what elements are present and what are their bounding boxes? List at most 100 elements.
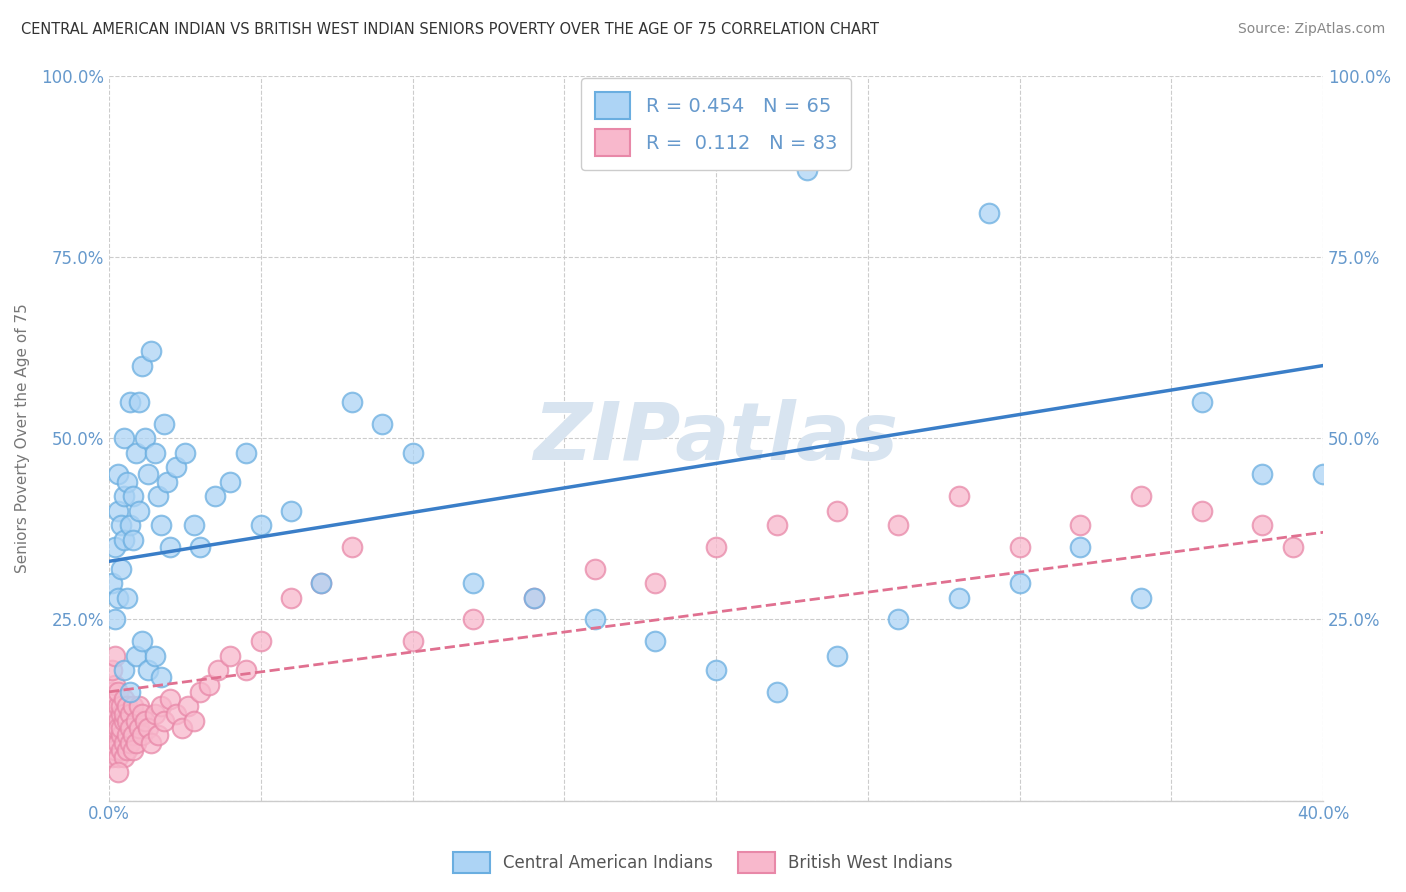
Point — [112, 736, 135, 750]
Point — [115, 743, 138, 757]
Point — [887, 612, 910, 626]
Point — [235, 663, 257, 677]
Point — [120, 736, 142, 750]
Point — [128, 503, 150, 517]
Text: Source: ZipAtlas.com: Source: ZipAtlas.com — [1237, 22, 1385, 37]
Point — [765, 518, 787, 533]
Point — [101, 721, 124, 735]
Point — [112, 431, 135, 445]
Point — [280, 591, 302, 605]
Point — [104, 677, 127, 691]
Point — [122, 489, 145, 503]
Point — [371, 417, 394, 431]
Point — [107, 685, 129, 699]
Point — [125, 445, 148, 459]
Point — [104, 540, 127, 554]
Point — [112, 663, 135, 677]
Point — [115, 591, 138, 605]
Point — [143, 445, 166, 459]
Point — [146, 728, 169, 742]
Point — [115, 714, 138, 728]
Text: ZIPatlas: ZIPatlas — [533, 399, 898, 477]
Point — [128, 721, 150, 735]
Point — [796, 162, 818, 177]
Point — [120, 706, 142, 721]
Point — [110, 721, 132, 735]
Point — [463, 612, 485, 626]
Point — [311, 576, 333, 591]
Point — [104, 721, 127, 735]
Point — [311, 576, 333, 591]
Point — [112, 692, 135, 706]
Point — [156, 475, 179, 489]
Point — [107, 721, 129, 735]
Point — [112, 533, 135, 547]
Point — [107, 699, 129, 714]
Point — [1008, 540, 1031, 554]
Point — [887, 518, 910, 533]
Point — [149, 699, 172, 714]
Point — [1251, 518, 1274, 533]
Point — [112, 706, 135, 721]
Point — [463, 576, 485, 591]
Point — [128, 394, 150, 409]
Point — [104, 728, 127, 742]
Legend: Central American Indians, British West Indians: Central American Indians, British West I… — [447, 846, 959, 880]
Point — [149, 670, 172, 684]
Point — [101, 750, 124, 764]
Point — [134, 714, 156, 728]
Point — [104, 612, 127, 626]
Point — [115, 728, 138, 742]
Point — [149, 518, 172, 533]
Point — [110, 699, 132, 714]
Point — [146, 489, 169, 503]
Point — [188, 685, 211, 699]
Point — [104, 692, 127, 706]
Point — [583, 561, 606, 575]
Point — [165, 706, 187, 721]
Point — [107, 750, 129, 764]
Point — [101, 685, 124, 699]
Point — [979, 206, 1001, 220]
Point — [120, 721, 142, 735]
Y-axis label: Seniors Poverty Over the Age of 75: Seniors Poverty Over the Age of 75 — [15, 303, 30, 573]
Point — [1008, 576, 1031, 591]
Point — [1069, 540, 1091, 554]
Point — [138, 467, 160, 482]
Point — [177, 699, 200, 714]
Point — [340, 540, 363, 554]
Point — [704, 540, 727, 554]
Point — [183, 518, 205, 533]
Point — [128, 699, 150, 714]
Point — [138, 663, 160, 677]
Point — [112, 489, 135, 503]
Point — [401, 445, 423, 459]
Point — [107, 503, 129, 517]
Point — [141, 344, 163, 359]
Point — [125, 736, 148, 750]
Point — [523, 591, 546, 605]
Point — [112, 750, 135, 764]
Point — [159, 692, 181, 706]
Point — [131, 634, 153, 648]
Point — [120, 394, 142, 409]
Point — [122, 728, 145, 742]
Point — [110, 743, 132, 757]
Point — [173, 445, 195, 459]
Point — [107, 736, 129, 750]
Point — [183, 714, 205, 728]
Point — [401, 634, 423, 648]
Point — [125, 714, 148, 728]
Point — [948, 489, 970, 503]
Point — [1191, 503, 1213, 517]
Legend: R = 0.454   N = 65, R =  0.112   N = 83: R = 0.454 N = 65, R = 0.112 N = 83 — [582, 78, 851, 170]
Point — [143, 706, 166, 721]
Point — [131, 706, 153, 721]
Point — [104, 706, 127, 721]
Point — [827, 503, 849, 517]
Point — [110, 518, 132, 533]
Point — [122, 533, 145, 547]
Point — [159, 540, 181, 554]
Point — [110, 706, 132, 721]
Point — [101, 736, 124, 750]
